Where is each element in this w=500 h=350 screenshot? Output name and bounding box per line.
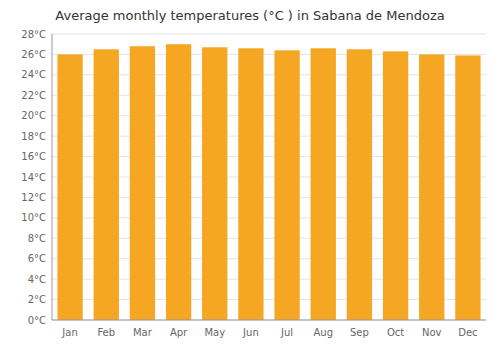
bar [347,49,372,320]
y-tick-label: 28°C [21,29,46,40]
chart: Average monthly temperatures (°C ) in Sa… [0,0,500,350]
y-tick-label: 22°C [21,90,46,101]
y-tick-label: 26°C [21,49,46,60]
y-tick-label: 12°C [21,192,46,203]
bar [202,47,227,320]
x-tick-label: Feb [97,327,115,338]
y-tick-label: 20°C [21,110,46,121]
y-tick-label: 18°C [21,131,46,142]
y-axis-labels: 0°C 2°C 4°C 6°C 8°C 10°C 12°C 14°C 16°C 18°C 20°C 2… [21,29,46,326]
bar [94,49,119,320]
bar [419,54,444,320]
page: {"chart_data": {"type": "bar", "title": … [0,0,500,350]
y-tick-label: 0°C [28,315,46,326]
x-axis-labels: Jan Feb Mar Apr May Jun Jul Aug Sep Oct Nov Dec [61,327,477,338]
x-tick-label: Oct [387,327,404,338]
y-tick-label: 14°C [21,172,46,183]
bar [311,48,336,320]
x-tick-label: May [204,327,225,338]
bar [238,48,263,320]
bar [455,55,480,320]
y-tick-label: 24°C [21,69,46,80]
grid [52,34,486,320]
y-tick-label: 10°C [21,212,46,223]
y-tick-label: 8°C [28,233,46,244]
bar [130,46,155,320]
x-tick-label: Jan [61,327,77,338]
x-tick-label: Sep [350,327,369,338]
x-tick-label: Aug [313,327,333,338]
x-tick-label: Mar [133,327,153,338]
x-tick-label: Apr [170,327,188,338]
y-tick-label: 16°C [21,151,46,162]
grid-line [52,320,486,321]
x-tick-label: Nov [422,327,442,338]
y-tick-label: 2°C [28,294,46,305]
bar [57,54,82,320]
y-tick-label: 6°C [28,253,46,264]
x-tick-label: Dec [458,327,477,338]
chart-container: Average monthly temperatures (°C ) in Sa… [0,0,500,350]
bar [166,44,191,320]
title: Average monthly temperatures (°C ) in Sa… [55,8,444,23]
x-tick-label: Jun [242,327,259,338]
x-axis-line [52,320,486,321]
bar [274,50,299,320]
y-axis-line [52,34,53,320]
bar [383,51,408,320]
y-tick-label: 4°C [28,274,46,285]
grid-line [52,34,486,35]
x-tick-label: Jul [280,327,293,338]
bars [57,44,480,320]
